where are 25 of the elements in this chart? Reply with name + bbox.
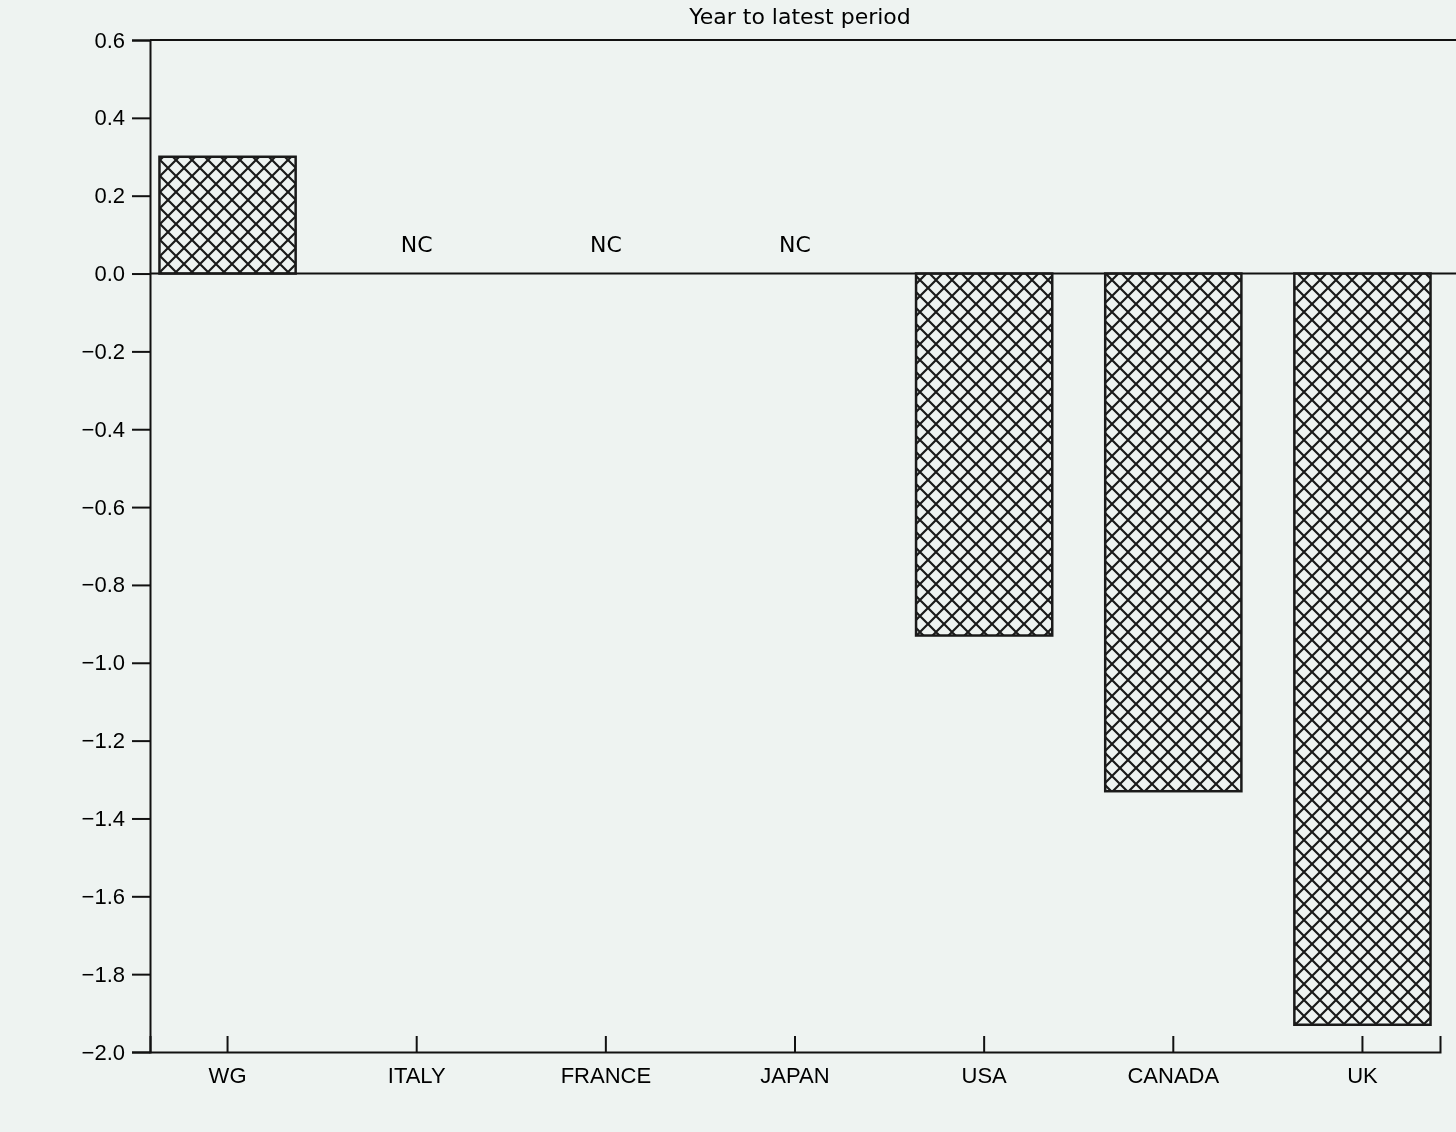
- y-tick-label: −0.4: [81, 416, 125, 442]
- y-tick-label: −1.0: [81, 650, 125, 676]
- x-tick-label: WG: [208, 1063, 247, 1088]
- x-tick-label: USA: [961, 1063, 1008, 1088]
- y-tick-label: −0.6: [81, 494, 125, 520]
- text: NC: [400, 231, 433, 257]
- y-tick-label: −2.0: [81, 1039, 125, 1065]
- y-tick-label: −1.4: [81, 806, 125, 831]
- y-tick-label: −0.8: [81, 572, 125, 598]
- y-tick-label: 0.2: [94, 183, 125, 209]
- y-tick-label: −1.8: [81, 961, 125, 987]
- x-tick-label: FRANCE: [560, 1063, 652, 1088]
- y-tick-label: −1.6: [81, 883, 125, 909]
- text: NC: [589, 231, 622, 257]
- y-tick-label: 0.4: [94, 105, 125, 131]
- text: NC: [779, 231, 811, 257]
- y-tick-label: −1.2: [81, 728, 125, 754]
- x-tick-label: JAPAN: [760, 1063, 830, 1088]
- y-tick-label: 0.6: [94, 27, 125, 53]
- x-tick-label: UK: [1347, 1063, 1379, 1088]
- y-tick-label: 0.0: [94, 261, 125, 287]
- x-tick-label: CANADA: [1127, 1063, 1220, 1088]
- chart-title: Year to latest period: [688, 4, 911, 29]
- x-tick-label: ITALY: [387, 1063, 446, 1088]
- y-tick-label: −0.2: [81, 338, 125, 364]
